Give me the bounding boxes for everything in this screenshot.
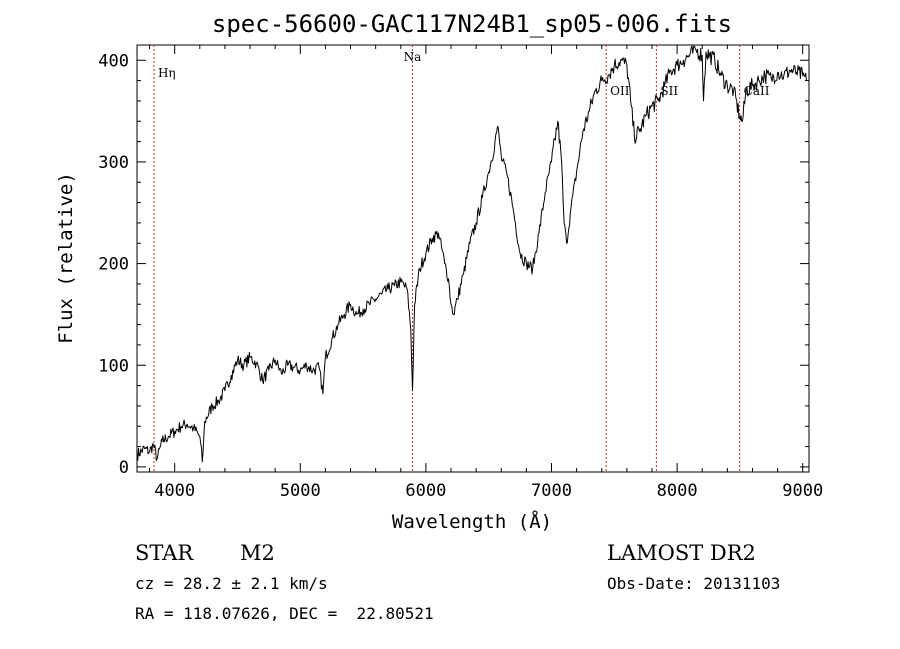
x-tick-label-1: 5000 [280,481,321,501]
y-tick-label-3: 300 [98,153,129,173]
spectral-line-label-2: OII [610,84,630,98]
coordinates: RA = 118.07626, DEC = 22.80521 [135,604,434,623]
spectral-line-label-3: SII [660,84,678,98]
chart-title: spec-56600-GAC117N24B1_sp05-006.fits [212,10,732,38]
y-tick-label-0: 0 [119,458,129,478]
y-tick-label-1: 100 [98,356,129,376]
obs-date: Obs-Date: 20131103 [607,574,781,593]
axis-ticks: 4000 5000 6000 7000 8000 9000 0 100 200 300 400 [98,45,823,501]
survey-name: LAMOST DR2 [607,541,756,565]
x-tick-label-0: 4000 [154,481,195,501]
object-subclass: M2 [240,541,275,565]
x-tick-label-4: 8000 [657,481,698,501]
spectrum-line [136,45,807,463]
object-class: STAR [135,541,194,565]
redshift-value: cz = 28.2 ± 2.1 km/s [135,574,328,593]
y-tick-label-2: 200 [98,255,129,275]
x-tick-label-5: 9000 [782,481,823,501]
spectral-line-label-1: Na [404,50,422,64]
x-tick-label-3: 7000 [531,481,572,501]
x-tick-label-2: 6000 [405,481,446,501]
y-tick-label-4: 400 [98,51,129,71]
y-axis-label: Flux (relative) [55,172,77,344]
spectral-line-label-0: Hη [158,66,176,80]
x-axis-label: Wavelength (Å) [392,510,552,533]
spectrum-series [136,45,807,463]
plot-frame [136,44,810,473]
